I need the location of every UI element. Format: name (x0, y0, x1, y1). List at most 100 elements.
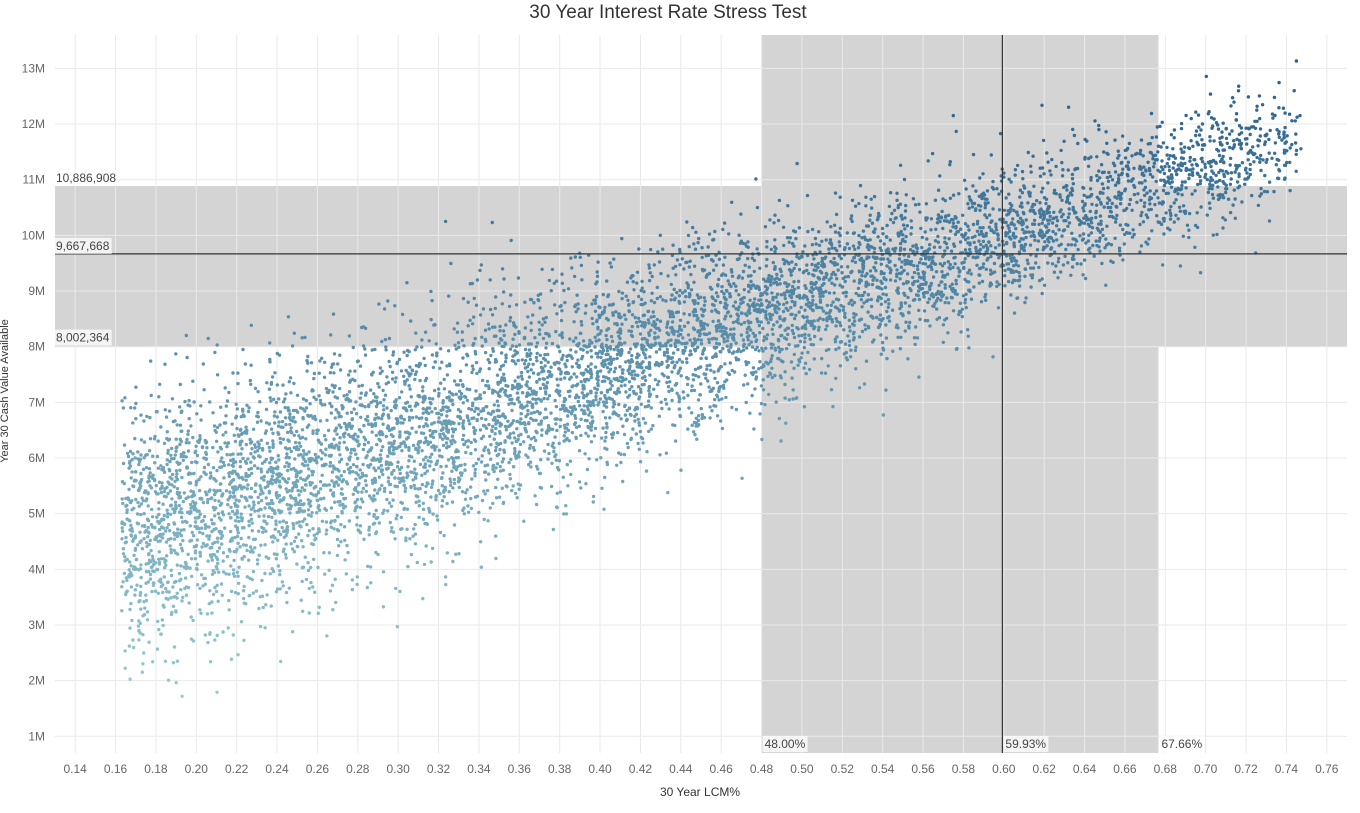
scatter-point (1147, 166, 1152, 171)
scatter-point (269, 399, 273, 403)
scatter-point (704, 376, 708, 380)
scatter-point (742, 288, 746, 292)
scatter-point (674, 273, 678, 277)
scatter-point (832, 223, 837, 227)
scatter-point (1055, 238, 1059, 242)
scatter-point (803, 361, 808, 365)
scatter-point (714, 263, 718, 267)
scatter-point (791, 397, 795, 401)
scatter-point (125, 557, 129, 562)
scatter-point (241, 596, 246, 601)
scatter-point (516, 396, 520, 400)
scatter-point (150, 589, 154, 594)
scatter-point (681, 390, 685, 394)
scatter-point (435, 354, 439, 358)
scatter-point (652, 320, 656, 324)
scatter-point (471, 464, 476, 468)
scatter-point (647, 394, 652, 399)
scatter-point (189, 424, 193, 428)
scatter-point (665, 347, 669, 352)
scatter-point (1097, 127, 1101, 132)
scatter-point (951, 289, 955, 294)
scatter-point (678, 247, 682, 252)
scatter-point (1010, 259, 1014, 263)
scatter-point (285, 502, 289, 507)
scatter-point (238, 459, 243, 464)
scatter-point (323, 453, 328, 457)
scatter-point (229, 458, 233, 463)
scatter-point (283, 416, 288, 420)
scatter-point (166, 678, 171, 682)
scatter-point (421, 407, 425, 411)
scatter-point (902, 177, 907, 182)
scatter-point (261, 530, 265, 534)
scatter-point (157, 560, 162, 565)
scatter-point (924, 218, 928, 222)
scatter-point (719, 419, 723, 423)
scatter-point (1106, 205, 1110, 210)
scatter-point (1215, 147, 1219, 152)
scatter-point (900, 217, 904, 221)
scatter-point (466, 324, 470, 328)
scatter-point (1167, 168, 1172, 173)
scatter-point (857, 318, 862, 322)
scatter-point (531, 371, 536, 375)
scatter-point (939, 216, 944, 220)
scatter-point (468, 282, 473, 286)
scatter-point (552, 449, 556, 454)
scatter-point (987, 213, 992, 217)
scatter-point (470, 322, 475, 326)
scatter-point (483, 328, 488, 332)
scatter-point (539, 419, 544, 423)
scatter-point (269, 604, 273, 608)
scatter-point (577, 395, 581, 399)
scatter-point (890, 211, 894, 216)
scatter-point (277, 397, 281, 401)
scatter-point (468, 387, 472, 392)
scatter-point (909, 219, 913, 223)
scatter-point (1267, 180, 1272, 184)
scatter-point (478, 367, 483, 371)
scatter-point (734, 289, 738, 293)
scatter-point (1288, 146, 1292, 150)
scatter-point (259, 507, 263, 512)
scatter-point (134, 470, 138, 474)
scatter-point (407, 415, 412, 419)
scatter-point (335, 553, 340, 558)
scatter-point (1080, 199, 1085, 204)
scatter-point (271, 569, 276, 574)
scatter-point (1100, 261, 1104, 266)
scatter-point (1067, 221, 1072, 225)
scatter-point (678, 413, 682, 418)
scatter-point (649, 299, 654, 303)
scatter-point (831, 404, 835, 409)
scatter-point (1086, 239, 1091, 243)
scatter-point (880, 340, 885, 345)
scatter-point (399, 500, 403, 505)
scatter-point (646, 318, 651, 322)
scatter-point (128, 677, 132, 681)
scatter-point (1049, 247, 1053, 251)
scatter-point (335, 475, 339, 479)
scatter-point (219, 582, 224, 586)
scatter-point (1232, 139, 1236, 143)
scatter-point (510, 387, 514, 391)
scatter-point (536, 397, 541, 401)
scatter-point (1066, 215, 1071, 220)
scatter-point (987, 225, 992, 229)
scatter-point (1285, 160, 1289, 165)
scatter-point (955, 346, 959, 351)
scatter-point (584, 368, 588, 372)
scatter-point (869, 274, 873, 278)
scatter-point (201, 362, 205, 366)
scatter-point (153, 490, 158, 494)
scatter-point (1161, 167, 1165, 172)
scatter-point (1016, 264, 1021, 268)
scatter-point (461, 508, 465, 513)
scatter-point (623, 413, 628, 417)
scatter-point (850, 198, 855, 202)
scatter-point (781, 309, 786, 314)
scatter-point (348, 369, 352, 373)
scatter-point (912, 263, 916, 268)
scatter-point (1220, 169, 1225, 173)
